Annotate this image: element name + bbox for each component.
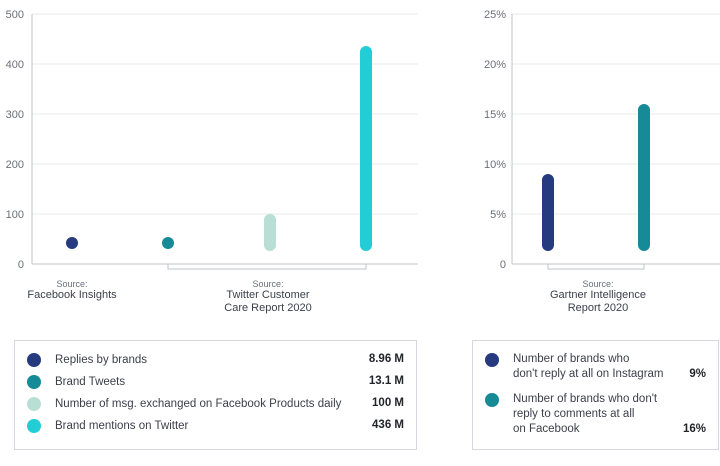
- legend-value: 436 M: [372, 419, 404, 431]
- bar: [162, 237, 174, 249]
- legend-label: Number of msg. exchanged on Facebook Pro…: [55, 398, 342, 410]
- bar: [264, 214, 276, 251]
- legend-swatch: [27, 375, 41, 389]
- bar: [66, 237, 78, 249]
- legend-swatch: [485, 353, 499, 367]
- legend-label: Brand Tweets: [55, 376, 126, 388]
- bar: [542, 174, 554, 251]
- y-tick-label: 10%: [484, 159, 506, 171]
- y-tick-label: 15%: [484, 109, 506, 121]
- legend-swatch: [27, 397, 41, 411]
- legend-item: Replies by brands 8.96 M: [15, 353, 416, 368]
- y-tick-label: 0: [18, 259, 24, 271]
- legend-left: Replies by brands 8.96 M Brand Tweets 13.1 …: [14, 340, 417, 450]
- legend-label: Number of brands who don't reply at all …: [513, 353, 664, 380]
- legend-label: Number of brands who don't reply to comm…: [513, 393, 658, 435]
- bar: [638, 104, 650, 251]
- legend-value: 8.96 M: [368, 353, 404, 365]
- y-tick-label: 100: [6, 209, 24, 221]
- y-tick-label: 200: [6, 159, 24, 171]
- source-name: Twitter Customer: [226, 289, 309, 301]
- source-name: Care Report 2020: [224, 302, 311, 314]
- legend-label: Brand mentions on Twitter: [55, 420, 189, 432]
- legend-value: 9%: [689, 368, 706, 380]
- legend-value: 100 M: [372, 397, 404, 409]
- source-label: Source:: [582, 279, 613, 289]
- legend-item: Brand mentions on Twitter 436 M: [15, 419, 416, 434]
- source-bracket: [547, 264, 645, 270]
- y-tick-label: 400: [6, 59, 24, 71]
- legend-value: 13.1 M: [368, 375, 404, 387]
- y-tick-label: 0: [500, 259, 506, 271]
- legend-swatch: [27, 353, 41, 367]
- source-label: Source:: [56, 279, 87, 289]
- bar: [360, 46, 372, 251]
- legend-swatch: [485, 393, 499, 407]
- source-bracket: [167, 264, 367, 270]
- source-name: Report 2020: [568, 302, 629, 314]
- legend-item: Brand Tweets 13.1 M: [15, 375, 416, 390]
- legend-right: Number of brands who don't reply at all …: [472, 340, 719, 450]
- y-tick-label: 25%: [484, 9, 506, 21]
- y-tick-label: 500: [6, 9, 24, 21]
- y-tick-label: 300: [6, 109, 24, 121]
- legend-item: Number of msg. exchanged on Facebook Pro…: [15, 397, 416, 412]
- y-tick-label: 5%: [490, 209, 506, 221]
- legend-swatch: [27, 419, 41, 433]
- legend-item: Number of brands who don't reply to comm…: [473, 393, 718, 437]
- source-label: Source:: [252, 279, 283, 289]
- source-name: Facebook Insights: [27, 289, 117, 301]
- source-name: Gartner Intelligence: [550, 289, 646, 301]
- legend-item: Number of brands who don't reply at all …: [473, 353, 718, 382]
- y-tick-label: 20%: [484, 59, 506, 71]
- legend-label: Replies by brands: [55, 354, 148, 366]
- legend-value: 16%: [682, 423, 706, 435]
